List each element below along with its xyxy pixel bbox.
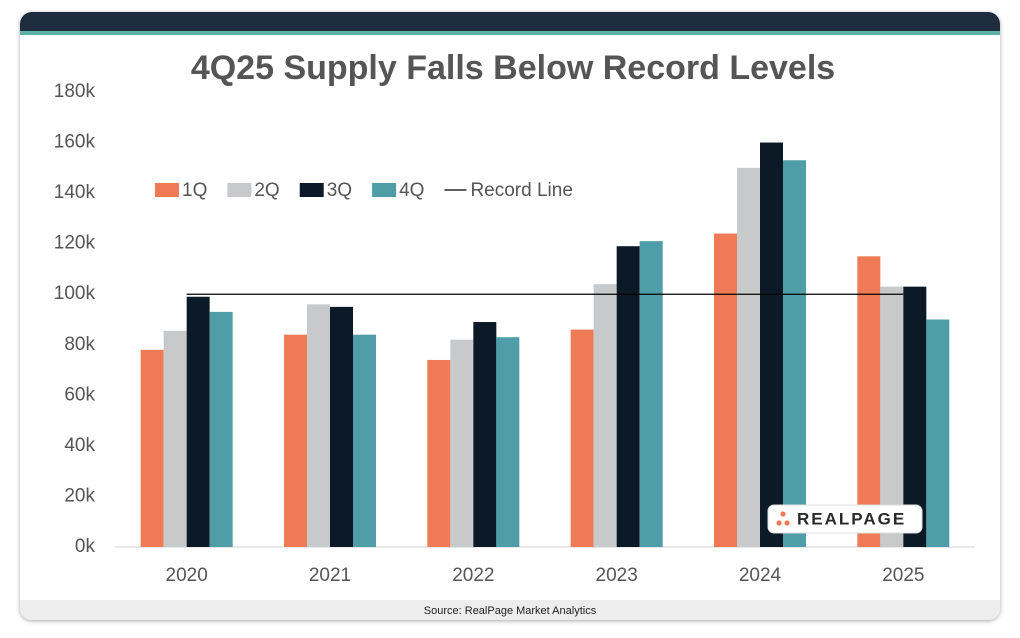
- source: Source: RealPage Market Analytics: [424, 605, 597, 617]
- y-tick-label: 140k: [54, 182, 96, 203]
- bar: [427, 359, 451, 547]
- bar: [450, 339, 474, 547]
- bar: [593, 284, 617, 547]
- y-tick-label: 100k: [54, 283, 96, 304]
- bar: [307, 304, 330, 547]
- x-tick-label: 2024: [739, 565, 782, 586]
- bar: [570, 329, 594, 547]
- bar: [284, 334, 307, 547]
- legend-swatch: [155, 183, 179, 197]
- header-stripe: [20, 31, 1000, 35]
- legend-swatch: [372, 183, 397, 197]
- bar: [473, 322, 497, 547]
- header-bar: [20, 12, 1000, 31]
- bar: [616, 246, 640, 547]
- x-tick-label: 2023: [596, 565, 638, 586]
- bar: [186, 296, 210, 547]
- bar: [330, 306, 353, 547]
- legend-label: 4Q: [399, 180, 424, 201]
- y-tick-label: 180k: [54, 81, 96, 102]
- y-tick-label: 160k: [54, 132, 96, 153]
- bar: [737, 167, 760, 548]
- bar: [760, 142, 783, 548]
- bar: [714, 233, 737, 548]
- bar: [880, 286, 904, 547]
- legend-label: Record Line: [470, 180, 572, 201]
- footer-bar: [20, 600, 1000, 620]
- legend-label: 1Q: [182, 180, 207, 201]
- bar: [903, 286, 927, 547]
- bar: [140, 349, 164, 547]
- legend-label: 3Q: [327, 180, 352, 201]
- legend-swatch: [227, 183, 252, 197]
- bar: [857, 256, 881, 547]
- y-tick-label: 0k: [75, 536, 96, 557]
- logo-dot: [780, 511, 786, 517]
- bar: [926, 319, 950, 547]
- legend-label: 2Q: [254, 180, 279, 201]
- bar: [783, 160, 806, 547]
- logo: REALPAGE: [767, 504, 923, 534]
- x-tick-label: 2025: [882, 565, 924, 586]
- bar: [496, 337, 520, 547]
- chart-title: 4Q25 Supply Falls Below Record Levels: [191, 49, 835, 87]
- y-tick-label: 80k: [64, 334, 95, 355]
- x-tick-label: 2021: [309, 565, 351, 586]
- bar: [353, 334, 376, 547]
- y-tick-label: 120k: [54, 233, 96, 254]
- x-tick-label: 2022: [452, 565, 494, 586]
- plot-area: 0k 20k 40k 60k 80k 100k 120k 140k 160k 180k 2020 20…: [54, 81, 975, 586]
- logo-dot: [776, 520, 782, 526]
- logo-text: REALPAGE: [797, 509, 906, 528]
- bar: [639, 241, 663, 547]
- y-tick-label: 40k: [64, 435, 95, 456]
- x-tick-label: 2020: [166, 565, 208, 586]
- y-tick-label: 60k: [64, 384, 95, 405]
- y-tick-label: 20k: [64, 485, 95, 506]
- bar: [209, 311, 233, 547]
- bar: [163, 330, 187, 547]
- legend-swatch: [299, 183, 324, 197]
- logo-dot: [784, 520, 790, 526]
- logo-box: [767, 504, 923, 534]
